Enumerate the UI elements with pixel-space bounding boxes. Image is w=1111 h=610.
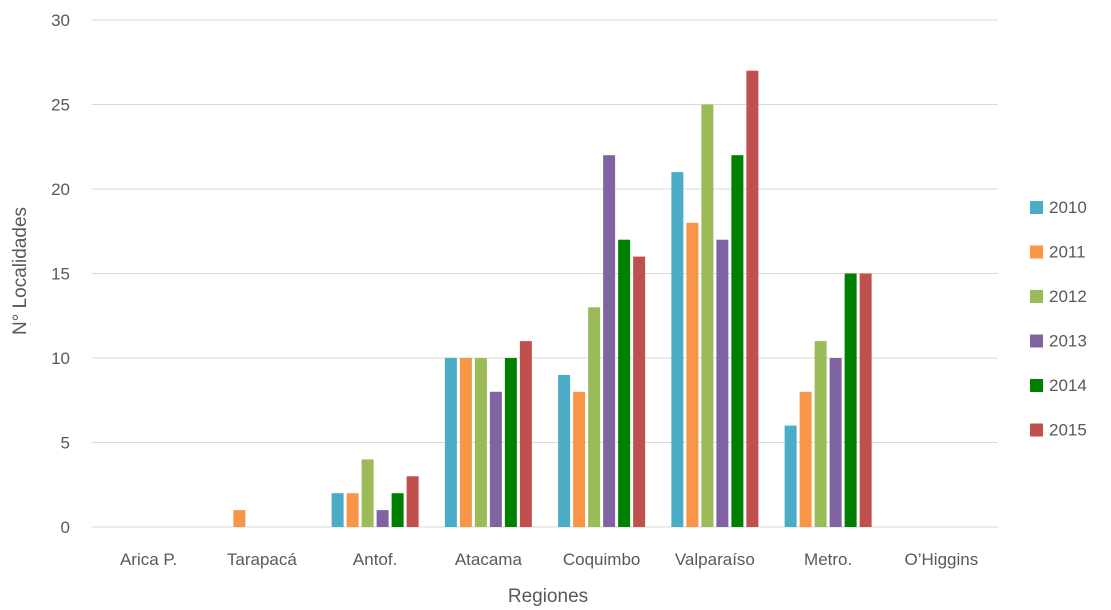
- x-tick-label: Valparaíso: [675, 550, 755, 569]
- x-axis-ticks: Arica P. Tarapacá Antof. Atacama Coquimbo Val…: [120, 550, 978, 569]
- legend-swatch-2010: [1030, 201, 1043, 214]
- bar-2012: [474, 358, 487, 527]
- y-axis-ticks: 0 5 10 15 20 25 30: [51, 11, 70, 537]
- bar-2014: [504, 358, 517, 527]
- legend-swatch-2014: [1030, 379, 1043, 392]
- bar-2012: [588, 307, 601, 527]
- bar-2011: [346, 493, 359, 527]
- x-tick-label: Tarapacá: [227, 550, 297, 569]
- bar-2012: [701, 104, 714, 527]
- y-tick-label: 30: [51, 11, 70, 30]
- x-tick-label: Metro.: [804, 550, 852, 569]
- legend-swatch-2013: [1030, 334, 1043, 348]
- bar-2015: [406, 476, 419, 527]
- y-tick-label: 10: [51, 349, 70, 368]
- y-tick-label: 5: [61, 434, 70, 453]
- x-tick-label: Antof.: [353, 550, 397, 569]
- bar-2011: [799, 391, 812, 527]
- y-tick-label: 15: [51, 265, 70, 284]
- bar-2013: [603, 155, 616, 527]
- y-tick-label: 0: [61, 518, 70, 537]
- legend-swatch-2015: [1030, 423, 1043, 437]
- y-axis-title: N° Localidades: [10, 207, 31, 335]
- x-tick-label: Arica P.: [120, 550, 177, 569]
- bars: [233, 70, 872, 528]
- bar-2011: [233, 510, 246, 527]
- bar-2015: [519, 341, 532, 527]
- bar-2014: [844, 273, 857, 527]
- bar-2013: [376, 510, 389, 527]
- bar-2011: [459, 358, 472, 527]
- legend-label: 2011: [1049, 243, 1086, 262]
- bar-2010: [558, 374, 571, 527]
- bar-2012: [361, 459, 374, 527]
- bar-2013: [489, 391, 502, 527]
- bar-2013: [716, 239, 729, 527]
- legend-label: 2010: [1049, 198, 1087, 217]
- bar-2010: [671, 172, 684, 527]
- bar-2013: [829, 358, 842, 527]
- y-tick-label: 25: [51, 96, 70, 115]
- bar-2014: [731, 155, 744, 527]
- legend-label: 2015: [1049, 421, 1087, 440]
- bar-2015: [746, 70, 759, 527]
- y-tick-label: 20: [51, 180, 70, 199]
- bar-2015: [633, 256, 646, 527]
- legend: 2010 2011 2012 2013 2014 2015: [1030, 198, 1087, 440]
- x-tick-label: Atacama: [455, 550, 523, 569]
- bar-2011: [686, 222, 699, 528]
- bar-2014: [391, 493, 404, 527]
- bar-2014: [618, 239, 631, 527]
- bar-2011: [573, 391, 586, 527]
- x-tick-label: Coquimbo: [563, 550, 641, 569]
- legend-label: 2013: [1049, 332, 1087, 351]
- bar-2010: [444, 358, 457, 527]
- x-axis-title: Regiones: [508, 586, 588, 607]
- bar-2010: [784, 425, 797, 527]
- gridlines: [92, 19, 998, 528]
- bar-2012: [814, 341, 827, 527]
- legend-label: 2014: [1049, 376, 1087, 395]
- bar-2015: [859, 273, 872, 527]
- bar-2010: [331, 493, 344, 527]
- legend-label: 2012: [1049, 287, 1087, 306]
- legend-swatch-2011: [1030, 245, 1043, 259]
- legend-swatch-2012: [1030, 290, 1043, 303]
- x-tick-label: O’Higgins: [905, 550, 979, 569]
